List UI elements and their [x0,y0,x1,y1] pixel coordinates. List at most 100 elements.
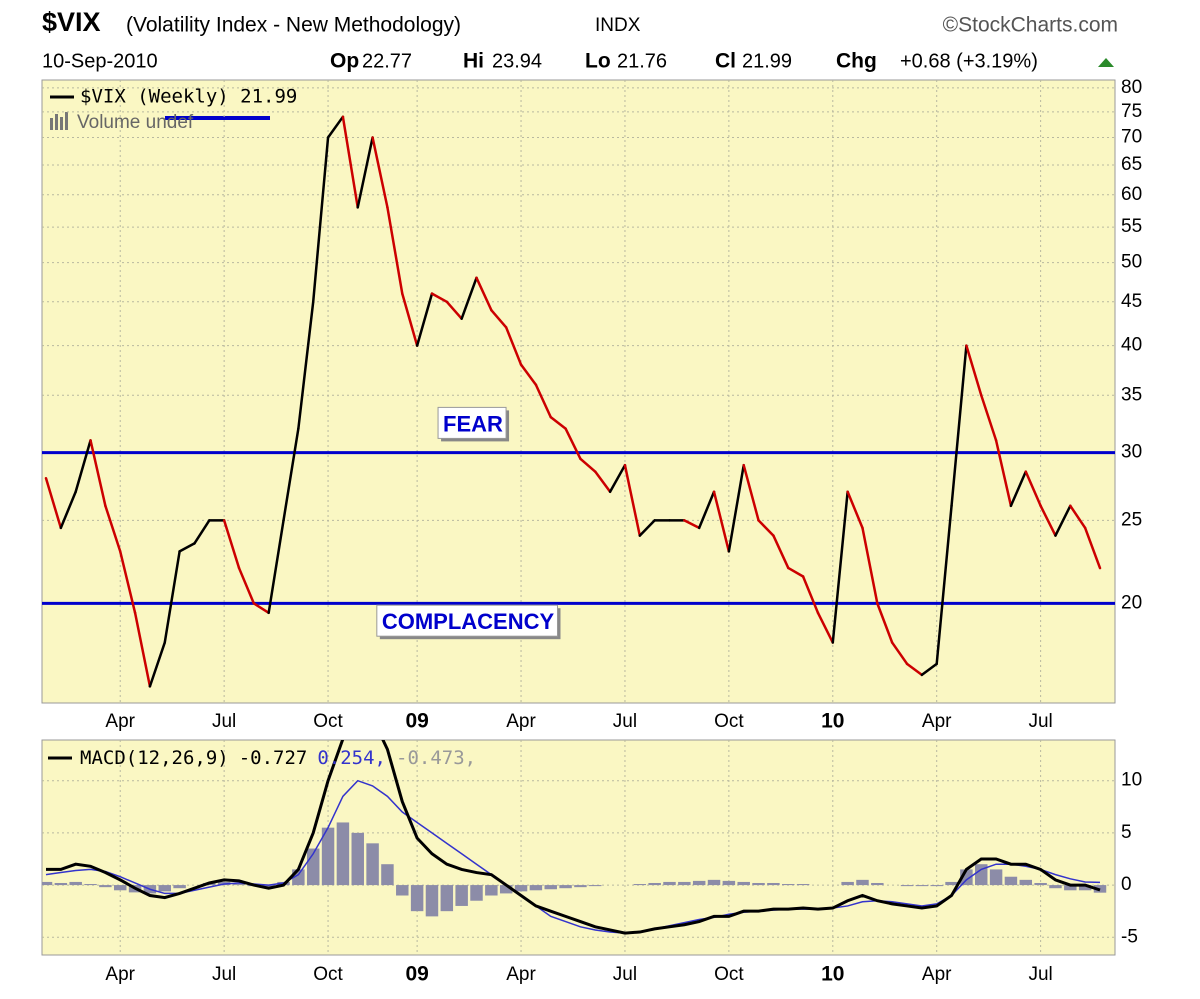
price-segment [445,300,463,320]
price-panel [41,79,1116,704]
y-tick-label: 70 [1121,126,1142,147]
y-tick-label: 5 [1121,822,1132,843]
price-segment [415,292,434,347]
quote-value: 21.99 [742,50,792,72]
histogram-bar [574,885,587,888]
histogram-bar [232,884,246,886]
price-segment [311,136,330,304]
histogram-bar [321,827,335,886]
reference-label: COMPLACENCY [382,609,555,634]
price-segment [861,526,879,605]
price-segment [727,463,745,553]
price-segment [965,344,983,397]
histogram-bar [871,882,884,886]
price-segment [1083,526,1102,570]
price-segment [193,519,211,545]
price-segment [297,300,315,430]
price-segment [816,611,835,644]
quote-value: 21.76 [617,50,667,72]
price-segment [683,519,701,530]
x-tick-label: Oct [714,964,744,985]
price-segment [801,575,820,615]
price-segment [356,136,374,209]
histogram-bar [1004,876,1018,886]
legend-entry: $VIX (Weekly) 21.99 [80,86,297,108]
x-tick-label: Jul [1028,964,1052,985]
date: 10-Sep-2010 [42,50,158,72]
histogram-bar [99,885,112,888]
source: ©StockCharts.com [943,14,1118,37]
histogram-bar [440,885,454,912]
price-segment [178,542,196,553]
up-arrow [1098,58,1114,67]
x-tick-label: Oct [714,711,744,732]
legend-note: Volume undef [77,112,194,133]
price-segment [237,566,256,605]
price-segment [430,292,449,304]
price-segment [787,566,805,578]
histogram-bar [1078,885,1092,891]
x-tick-label: Apr [105,711,135,732]
price-segment [564,427,582,461]
histogram-bar [42,881,53,886]
price-segment [371,136,389,209]
price-segment [697,490,716,530]
histogram-bar [1064,885,1077,891]
histogram-bar [678,881,691,886]
histogram-bar [989,869,1003,886]
exchange: INDX [595,15,641,36]
y-tick-label: 30 [1121,442,1142,463]
histogram-bar [173,885,186,889]
histogram-bar [752,882,765,886]
chart-panel: 20 25 30 35 40 45 50 55 60 65 70 75 80 Apr Jul Oct 09 Apr… [42,77,1142,733]
price-segment [638,519,656,537]
y-tick-label: 80 [1121,77,1142,98]
histogram-bar [589,885,602,887]
price-segment [994,439,1013,508]
price-segment [831,490,849,644]
histogram-bar [796,884,810,886]
price-segment [267,519,285,615]
price-segment [118,550,137,615]
legend-title: MACD(12,26,9) [80,747,229,769]
y-tick-label: 50 [1121,252,1142,273]
x-tick-label: Jul [212,711,236,732]
histogram-bar [544,885,557,890]
quote-value: 23.94 [492,50,542,72]
histogram-bar [1019,879,1033,886]
price-segment [401,292,419,347]
x-tick-label: Oct [313,964,343,985]
price-segment [757,519,775,537]
quote-label: Cl [715,50,736,73]
price-segment [905,662,924,677]
x-tick-label: Jul [1028,711,1052,732]
x-tick-label: 09 [405,710,428,733]
histogram-bar [381,864,394,886]
histogram-bar [915,885,929,887]
legend-entry: 0.254, [317,747,386,769]
x-tick-label: Jul [212,964,236,985]
price-segment [1024,470,1042,508]
x-tick-label: 09 [405,963,428,986]
histogram-bar [737,881,750,886]
histogram-bar [336,822,350,886]
price-segment [163,550,181,644]
price-segment [326,115,345,139]
volume-icon [50,112,68,130]
price-segment [712,490,731,553]
price-segment [460,276,478,320]
price-segment [1069,504,1087,530]
price-segment [59,490,77,530]
histogram-bar [470,885,483,901]
price-segment [742,463,760,522]
quote-label: Op [330,50,359,73]
histogram-bar [841,881,854,886]
histogram-bar [1034,882,1047,886]
symbol: $VIX [42,7,101,37]
histogram-bar [529,885,543,891]
price-segment [876,602,894,644]
y-tick-label: 60 [1121,184,1142,205]
histogram-bar [692,880,706,886]
histogram-bar [945,881,958,886]
price-segment [579,457,597,473]
